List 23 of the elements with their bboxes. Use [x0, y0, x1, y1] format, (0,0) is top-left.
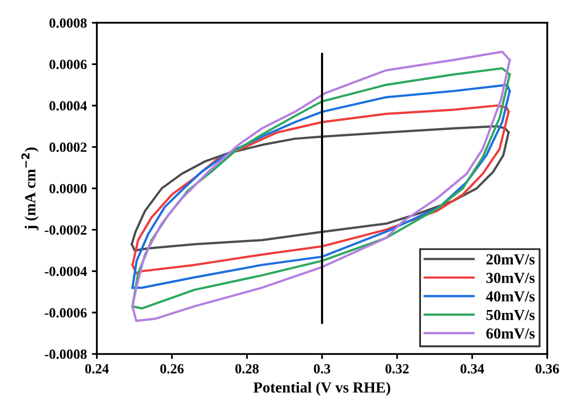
legend-label: 50mV/s — [486, 310, 535, 320]
x-tick-label: 0.36 — [536, 364, 559, 374]
legend-label: 20mV/s — [486, 254, 535, 265]
x-tick-label: 0.24 — [85, 364, 109, 374]
x-axis-title: Potential (V vs RHE) — [253, 382, 390, 396]
y-tick-label: 0.0006 — [49, 60, 87, 70]
x-tick-label: 0.28 — [235, 364, 259, 374]
x-tick-label: 0.3 — [314, 364, 330, 374]
x-tick-label: 0.26 — [160, 364, 184, 374]
y-tick-label: 0.0004 — [49, 101, 87, 111]
legend-label: 60mV/s — [486, 328, 535, 339]
x-tick-label: 0.32 — [385, 364, 409, 374]
y-tick-label: -0.0002 — [44, 225, 87, 235]
y-tick-label: -0.0008 — [44, 350, 87, 359]
y-tick-label: 0.0002 — [49, 142, 87, 152]
y-tick-label: -0.0004 — [44, 266, 87, 276]
y-axis-title: j (mA cm$^{−2}$) — [21, 148, 39, 230]
legend-label: 40mV/s — [486, 291, 535, 302]
y-tick-label: -0.0006 — [44, 308, 87, 318]
x-tick-label: 0.34 — [460, 364, 484, 374]
legend-label: 30mV/s — [486, 272, 535, 284]
y-tick-label: 0.0008 — [49, 18, 87, 28]
y-tick-label: 0.0000 — [49, 184, 87, 194]
